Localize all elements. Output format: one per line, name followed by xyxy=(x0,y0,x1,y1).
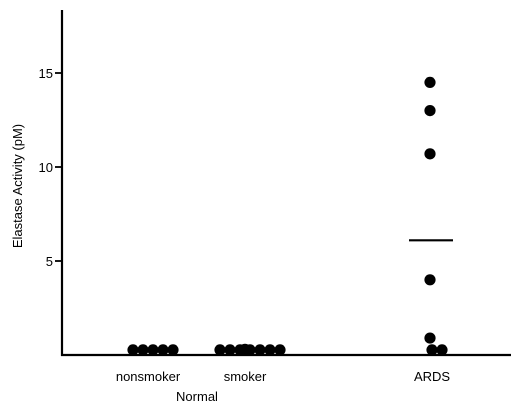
data-point-ARDS-4 xyxy=(424,332,436,344)
group-label-normal: Normal xyxy=(176,389,218,404)
data-point-ARDS-6 xyxy=(436,344,448,356)
data-point-ARDS-3 xyxy=(424,274,436,286)
y-axis-title: Elastase Activity (pM) xyxy=(10,124,25,248)
data-point-ARDS-0 xyxy=(424,76,436,88)
data-point-smoker-5 xyxy=(254,344,266,356)
data-points xyxy=(127,76,448,356)
data-point-nonsmoker-0 xyxy=(127,344,139,356)
category-label-smoker: smoker xyxy=(224,369,267,384)
data-point-smoker-0 xyxy=(214,344,226,356)
data-point-ARDS-2 xyxy=(424,148,436,160)
data-point-ARDS-1 xyxy=(424,105,436,117)
category-label-ARDS: ARDS xyxy=(414,369,450,384)
data-point-ARDS-5 xyxy=(426,344,438,356)
data-point-smoker-1 xyxy=(224,344,236,356)
category-label-nonsmoker: nonsmoker xyxy=(116,369,181,384)
data-point-smoker-4 xyxy=(244,344,256,356)
chart-axes xyxy=(60,10,511,357)
category-labels: nonsmoker smoker ARDS xyxy=(116,369,451,384)
data-point-nonsmoker-3 xyxy=(157,344,169,356)
y-tick-label-15: 15 xyxy=(39,66,53,81)
data-point-smoker-6 xyxy=(264,344,276,356)
data-point-smoker-7 xyxy=(274,344,286,356)
y-tick-label-10: 10 xyxy=(39,160,53,175)
y-tick-label-5: 5 xyxy=(46,254,53,269)
y-axis-ticks: 5 10 15 xyxy=(39,66,62,269)
data-point-nonsmoker-2 xyxy=(147,344,159,356)
data-point-nonsmoker-1 xyxy=(137,344,149,356)
data-point-nonsmoker-4 xyxy=(167,344,179,356)
